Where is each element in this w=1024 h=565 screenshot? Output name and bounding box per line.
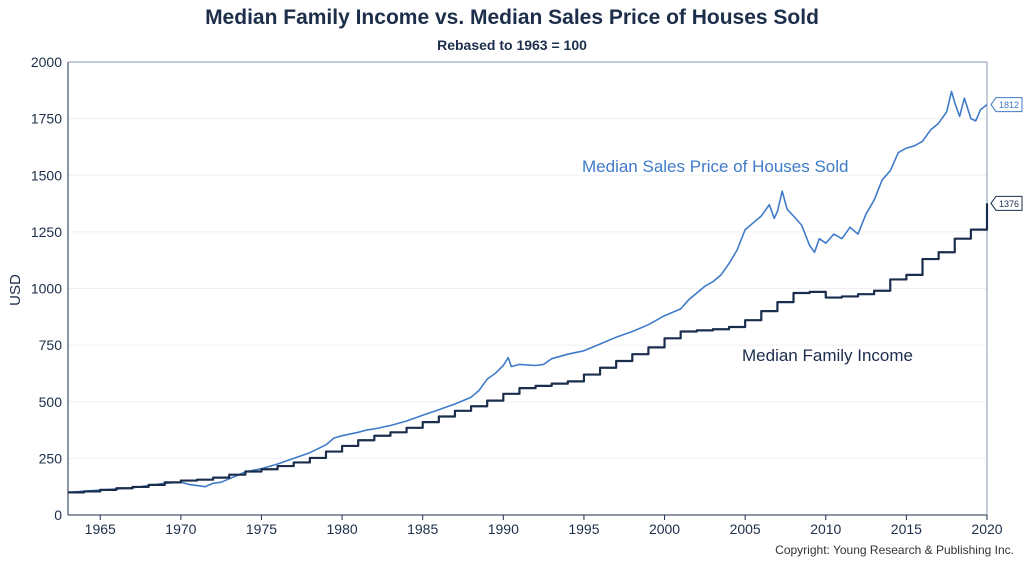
y-tick-label: 500 [39,394,63,410]
family-income-series-line [68,203,989,494]
end-value-box [990,195,1023,211]
family-income-series-label: Median Family Income [742,346,913,365]
x-tick-label: 1975 [246,521,277,537]
label-layer: 1812 1376 [990,97,1023,211]
x-tick-label: 1980 [327,521,358,537]
y-tick-label: 250 [39,450,63,466]
y-tick-label: 750 [39,337,63,353]
x-tick-label: 2020 [971,521,1002,537]
copyright-notice: Copyright: Young Research & Publishing I… [775,543,1014,557]
y-tick-label: 1000 [31,281,62,297]
x-tick-label: 1985 [407,521,438,537]
x-tick-label: 2010 [810,521,841,537]
chart-title: Median Family Income vs. Median Sales Pr… [205,6,819,29]
x-tick-label: 1965 [85,521,116,537]
axes-layer: 0 250 500 750 1000 1250 1500 1750 2000 1965 1970 19… [31,54,1003,537]
x-tick-label: 1990 [488,521,519,537]
y-tick-label: 2000 [31,54,62,70]
x-tick-label: 1970 [165,521,196,537]
grid-layer [68,61,987,459]
chart-subtitle: Rebased to 1963 = 100 [437,37,587,53]
x-tick-label: 2000 [649,521,680,537]
y-tick-label: 1750 [31,111,62,127]
x-tick-label: 2005 [730,521,761,537]
house-price-series-label: Median Sales Price of Houses Sold [582,157,848,176]
y-axis-label: USD [7,274,24,306]
x-tick-label: 2015 [891,521,922,537]
house-price-series-line [67,90,988,494]
series-layer [67,90,989,494]
end-value-label: 1812 [999,100,1019,110]
y-tick-label: 1500 [31,167,62,183]
y-tick-label: 1250 [31,224,62,240]
x-tick-label: 1995 [568,521,599,537]
end-value-box [990,97,1023,113]
end-value-label: 1376 [999,199,1019,209]
y-tick-label: 0 [54,507,62,523]
